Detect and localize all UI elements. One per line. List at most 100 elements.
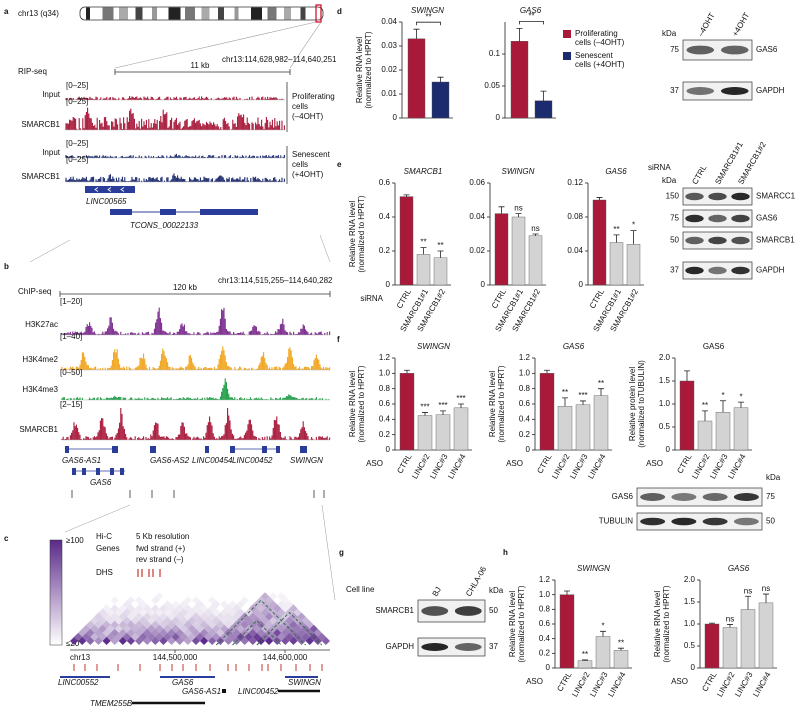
hic-cell (143, 604, 152, 613)
gene-model (112, 446, 118, 453)
hic-cell (114, 624, 123, 633)
legend-label: Hi-C (96, 532, 112, 541)
track-range: [0–50] (60, 368, 82, 377)
legend-swatch (563, 52, 571, 60)
y-axis-label: Relative RNA level (488, 371, 497, 437)
bar (510, 41, 529, 119)
zoom-line (114, 21, 317, 69)
hic-cell (179, 608, 188, 617)
error-bar (540, 90, 547, 101)
error-bar (600, 630, 606, 637)
track-range: [2–15] (60, 400, 82, 409)
hic-cell (118, 604, 127, 613)
hic-cell (175, 612, 184, 621)
condition-label: Proliferating (292, 92, 335, 101)
gene-model (120, 468, 124, 475)
y-tick-label: 0 (386, 280, 391, 289)
condition-label: cells (292, 160, 308, 169)
blot-frame (636, 487, 763, 507)
gene-label: GAS6-AS1 (62, 456, 101, 465)
significance-label: ns (531, 224, 539, 233)
chart-title: SWINGN (502, 167, 535, 176)
hic-cell (224, 620, 233, 629)
gene-model (110, 209, 132, 215)
blot-band (708, 266, 727, 275)
blot-band (720, 87, 749, 95)
chromosome-band (251, 7, 262, 20)
hic-cell (260, 592, 270, 601)
hic-cell (228, 600, 237, 609)
hic-cell (232, 612, 241, 621)
hic-cell (281, 604, 290, 613)
hic-cell (171, 616, 180, 625)
blot-band-label: GAS6 (756, 214, 778, 223)
condition-label: (–4OHT) (292, 112, 323, 121)
y-axis-label: Relative RNA level (355, 37, 364, 103)
y-tick-label: 0.08 (567, 212, 583, 221)
error-bar (596, 197, 603, 200)
hic-cell (208, 596, 217, 605)
y-tick-label: 0.4 (539, 634, 551, 643)
hic-cell (285, 600, 294, 609)
y-axis-label: Relative RNA level (508, 591, 517, 657)
hic-cell (200, 604, 209, 613)
hic-cell (90, 624, 99, 633)
hic-cell (122, 616, 131, 625)
significance-label: ** (582, 650, 588, 659)
hic-cell (110, 612, 119, 621)
blot-band (671, 517, 697, 526)
hic-cell (130, 624, 140, 633)
error-bar (515, 213, 522, 217)
significance-label: * (739, 392, 742, 401)
y-tick-label: 1.0 (379, 368, 391, 377)
hic-cell (167, 612, 176, 621)
hic-cell (110, 636, 119, 645)
zoom-line (289, 21, 322, 69)
hic-cell (212, 600, 221, 609)
hic-cell (126, 596, 135, 605)
significance-bracket (519, 21, 544, 25)
chart-title: SWINGN (577, 564, 610, 573)
hic-cell (110, 596, 119, 605)
y-tick-label: 0.5 (684, 641, 696, 650)
hic-cell (187, 616, 196, 625)
y-tick-label: 0.2 (539, 648, 551, 657)
blot-band (731, 214, 750, 223)
blot-band (640, 517, 666, 526)
error-bar (618, 647, 624, 651)
bar (595, 636, 611, 669)
chart-title: GAS6 (728, 564, 750, 573)
y-axis-label: (normalized to HPRT) (497, 365, 506, 443)
blot-band-label: TUBULIN (599, 517, 633, 526)
y-axis-label: (normalized to HPRT) (357, 365, 366, 443)
blot-band (702, 517, 728, 526)
blot-band (731, 266, 750, 275)
legend-label: Proliferating (575, 29, 618, 38)
hic-cell (220, 616, 229, 625)
chart-title: SWINGN (411, 6, 444, 15)
hic-cell (265, 612, 274, 621)
y-tick-label: 1.5 (659, 376, 671, 385)
position-label: 144,500,000 (153, 653, 198, 662)
track-range: [0–25] (66, 81, 88, 90)
hic-cell (232, 604, 241, 613)
y-tick-label: 0.2 (519, 430, 531, 439)
error-bar (413, 28, 420, 39)
blot-band (731, 236, 750, 245)
hic-cell (102, 604, 111, 613)
track-range: [0–25] (66, 139, 88, 148)
bar (722, 627, 738, 669)
hic-cell (269, 600, 278, 609)
hic-cell (256, 612, 265, 621)
blot-band (640, 493, 666, 501)
condition-label: cells (292, 102, 308, 111)
chromosome-band (185, 7, 195, 20)
y-axis-label: Relative protein level (628, 367, 637, 441)
y-tick-label: 0.6 (379, 399, 391, 408)
panel-letter: b (4, 262, 9, 271)
blot-band (454, 643, 482, 651)
region-label: chr13:114,628,982–114,640,251 (222, 55, 337, 64)
blot-marker: 75 (670, 214, 679, 223)
error-bar (544, 369, 550, 374)
